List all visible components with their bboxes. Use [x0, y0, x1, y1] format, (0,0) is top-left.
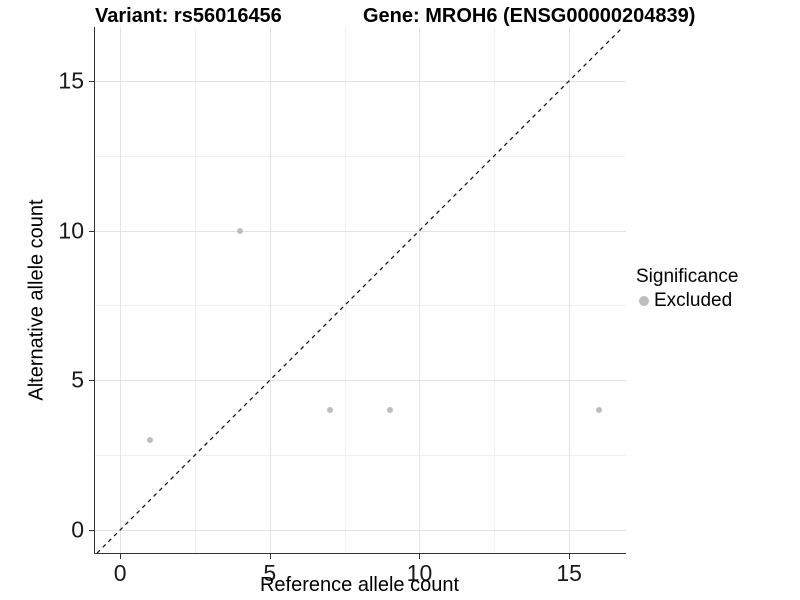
- y-tick-mark: [89, 80, 94, 82]
- data-point: [386, 407, 393, 414]
- x-tick-label: 5: [263, 560, 277, 586]
- grid-minor-x: [194, 27, 196, 553]
- grid-major-y: [95, 230, 626, 232]
- grid-major-x: [569, 27, 571, 553]
- data-point: [147, 437, 154, 444]
- legend-item-excluded: Excluded: [639, 290, 738, 312]
- y-tick-mark: [89, 380, 94, 382]
- y-tick-label: 10: [58, 217, 84, 244]
- grid-major-y: [95, 380, 626, 382]
- x-tick-label: 0: [113, 560, 127, 586]
- plot-panel: [94, 26, 626, 554]
- grid-minor-x: [494, 27, 496, 553]
- y-tick-label: 15: [58, 67, 84, 94]
- x-tick-mark: [569, 554, 571, 559]
- x-tick-label: 10: [406, 560, 433, 586]
- legend: Significance Excluded: [636, 266, 738, 312]
- x-tick-mark: [120, 554, 122, 559]
- legend-point-icon: [639, 296, 649, 306]
- grid-major-x: [120, 27, 122, 553]
- y-tick-label: 0: [71, 516, 84, 543]
- plot-title-variant: Variant: rs56016456: [95, 5, 282, 27]
- data-point: [596, 407, 603, 414]
- x-tick-label: 15: [556, 560, 582, 586]
- grid-minor-y: [95, 455, 626, 457]
- grid-major-x: [269, 27, 271, 553]
- legend-item-label: Excluded: [654, 290, 733, 311]
- identity-dashed-line: [96, 26, 624, 554]
- grid-minor-x: [344, 27, 346, 553]
- data-point: [236, 227, 243, 234]
- plot-title-gene: Gene: MROH6 (ENSG00000204839): [363, 5, 696, 27]
- y-tick-mark: [89, 529, 94, 531]
- x-axis-title: Reference allele count: [259, 574, 459, 596]
- data-point: [326, 407, 333, 414]
- y-tick-label: 5: [71, 366, 84, 393]
- grid-major-y: [95, 529, 626, 531]
- legend-title: Significance: [636, 266, 739, 287]
- x-tick-mark: [269, 554, 271, 559]
- x-tick-mark: [419, 554, 421, 559]
- grid-major-x: [419, 27, 421, 553]
- y-tick-mark: [89, 230, 94, 232]
- grid-minor-y: [95, 155, 626, 157]
- grid-major-y: [95, 80, 626, 82]
- grid-minor-y: [95, 305, 626, 307]
